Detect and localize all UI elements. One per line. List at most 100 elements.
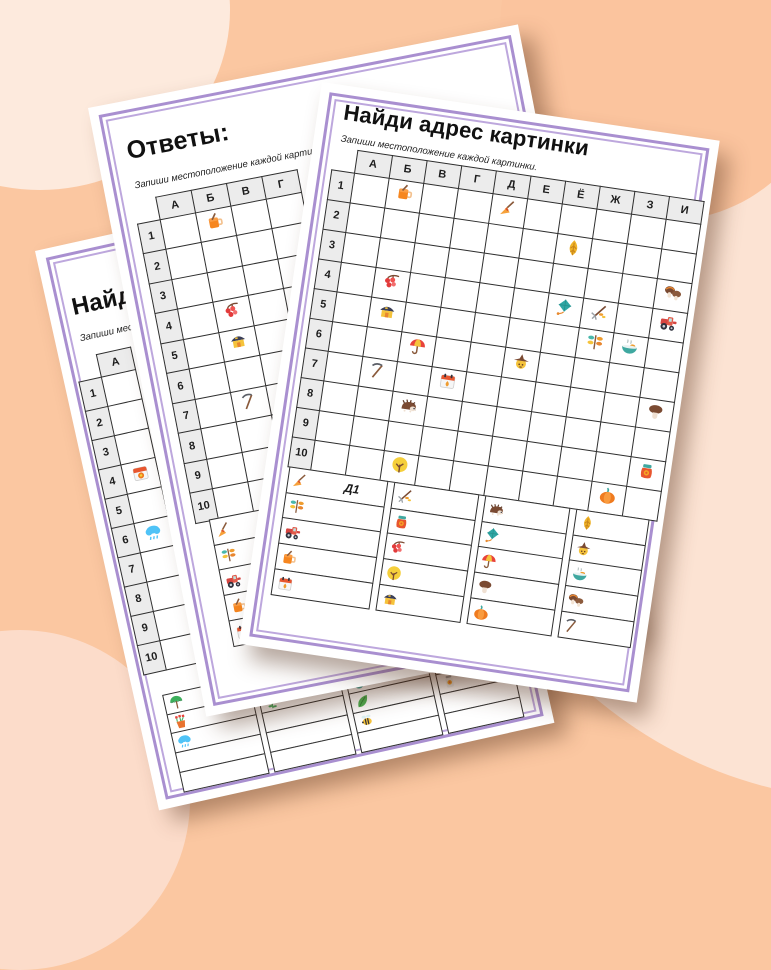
calendar-flower-icon — [128, 461, 152, 485]
answer-row — [557, 610, 635, 649]
bee-icon — [357, 711, 377, 731]
puzzle-grid: А 1 2 3 4 5 6 7 8 9 10 — [73, 347, 200, 675]
answer-row — [481, 495, 571, 535]
answer-row — [435, 657, 516, 696]
answer-column — [557, 508, 650, 649]
grid-cell-Б7 — [229, 385, 271, 423]
broom-icon — [497, 197, 520, 220]
broom-icon — [290, 471, 310, 491]
scythe-icon — [238, 390, 261, 413]
rake-icon — [395, 487, 415, 507]
answer-row — [348, 675, 435, 715]
soup-bowl-icon — [618, 336, 641, 359]
hedgehog-icon — [486, 500, 506, 520]
green-umbrella-icon — [166, 692, 186, 712]
umbrella-icon — [406, 335, 429, 358]
puzzle-grid: А Б В Г 1 2 3 4 5 6 7 8 9 10 — [133, 169, 360, 524]
pumpkin-icon — [596, 484, 619, 507]
answer-row — [477, 520, 567, 560]
umbrella-icon — [479, 551, 499, 571]
answer-row — [274, 542, 378, 585]
answer-row — [375, 583, 465, 624]
honey-jar-icon — [635, 460, 658, 483]
scythe-icon — [562, 616, 582, 636]
desk-background: { "palette":{ "background_base":"#fbc7a1… — [0, 0, 771, 771]
answer-row — [162, 675, 253, 716]
answer-table: Д1 — [270, 466, 650, 649]
answer-column — [375, 481, 480, 624]
scythe-icon — [367, 359, 390, 382]
answer-row — [390, 481, 480, 521]
juice-mug-icon — [279, 548, 299, 568]
page-title: Ответы: — [124, 117, 232, 166]
answer-row — [166, 695, 257, 735]
mushroom-icon — [475, 577, 495, 597]
autumn-branch-icon — [583, 331, 606, 354]
grid-cell-Б5 — [366, 296, 406, 332]
green-leaf-icon — [353, 692, 373, 712]
tractor-icon — [223, 570, 244, 591]
moon-tree-icon — [388, 454, 411, 477]
kite-icon — [553, 296, 576, 319]
answer-row — [208, 500, 313, 546]
tractor-icon — [657, 311, 680, 334]
grid-cell-Е6 — [500, 346, 540, 382]
answer-row: Д1 — [285, 466, 389, 508]
front-worksheet-sheet: Найди адрес картинки Запиши местоположен… — [239, 82, 720, 703]
mushroom-pair-icon — [566, 590, 586, 610]
answer-row — [278, 517, 381, 559]
grid-cell-Д1 — [488, 193, 528, 228]
house-icon — [227, 330, 250, 353]
jar-flower-icon — [440, 672, 460, 692]
grid-cell-Ё4 — [544, 292, 584, 328]
grid-cell-И4 — [648, 307, 688, 343]
answer-row — [379, 558, 469, 598]
grid-cell-З5 — [609, 332, 649, 368]
autumn-branch-icon — [286, 497, 306, 517]
grid-cell-З10 — [587, 480, 627, 516]
answer-row — [568, 534, 646, 572]
answer-column: Д1 — [270, 466, 389, 610]
kite-icon — [482, 526, 502, 546]
berries-icon — [380, 270, 403, 293]
mushroom-icon — [644, 400, 667, 423]
grid-cell-Б4 — [212, 295, 254, 333]
oak-leaf-icon — [577, 514, 597, 534]
calendar-leaf-icon — [436, 370, 459, 393]
answer-row — [473, 546, 563, 586]
grid-cell-Ж5 — [574, 327, 614, 362]
rain-cloud-icon — [141, 520, 165, 544]
moon-tree-icon — [384, 563, 404, 583]
broom-icon — [213, 520, 234, 541]
puzzle-grid: А Б В Г Д Е Ё Ж З И 1 2 3 4 5 6 7 8 9 10 — [287, 147, 704, 522]
grid-cell-Б1 — [384, 177, 424, 213]
answer-column — [162, 675, 270, 793]
grid-cell-Г7 — [427, 366, 467, 401]
tractor-icon — [283, 522, 303, 542]
oak-leaf-icon — [562, 237, 585, 260]
answer-row — [466, 597, 556, 637]
grid-cell-Б4 — [371, 266, 411, 302]
honey-jar-icon — [391, 512, 411, 532]
answer-row — [572, 508, 650, 547]
hedgehog-icon — [397, 394, 420, 417]
grid-cell-И9 — [626, 456, 666, 491]
tulip-pot-icon — [171, 712, 191, 732]
grid-cell-И7 — [635, 396, 675, 432]
answer-row — [561, 585, 639, 623]
grid-cell-Б5 — [218, 325, 260, 363]
grid-cell-В8 — [388, 390, 428, 426]
scarecrow-icon — [509, 350, 532, 373]
answer-row — [470, 571, 560, 611]
grid-cell-В10 — [379, 449, 419, 485]
answer-row — [270, 568, 374, 610]
rain-cloud-icon — [175, 731, 195, 751]
berries-icon — [388, 538, 408, 558]
written-answer: Д1 — [343, 480, 361, 498]
autumn-branch-icon — [218, 545, 239, 566]
juice-mug-icon — [393, 181, 416, 204]
pumpkin-icon — [471, 602, 491, 622]
scarecrow-icon — [573, 539, 593, 559]
answer-row — [281, 491, 385, 534]
juice-mug-icon — [203, 210, 226, 233]
